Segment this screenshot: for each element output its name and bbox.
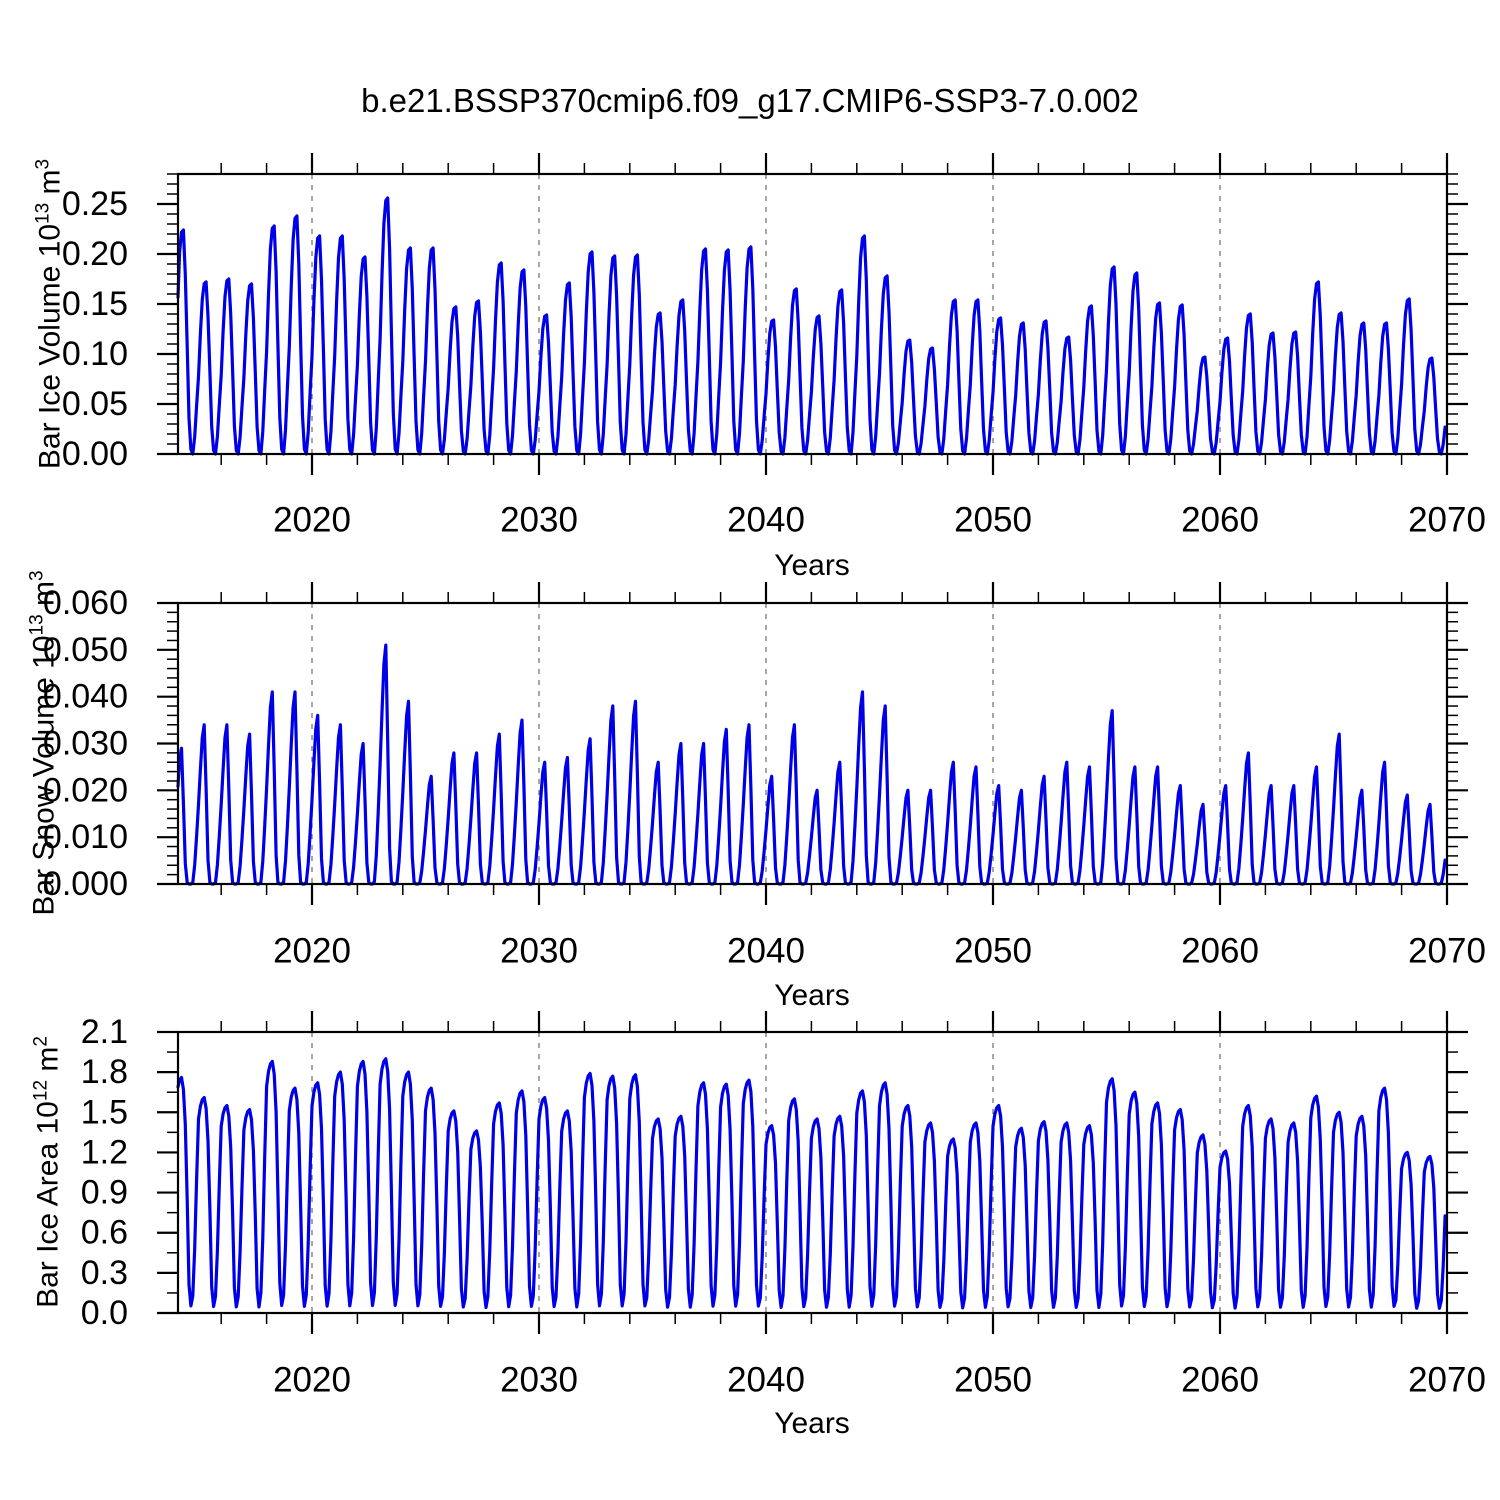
x-tick-label: 2050 bbox=[954, 1361, 1032, 1400]
y-tick-label: 0.3 bbox=[81, 1254, 128, 1292]
y-tick-label: 0.00 bbox=[62, 435, 128, 473]
y-tick-label: 2.1 bbox=[81, 1013, 128, 1051]
x-tick-label: 2040 bbox=[727, 501, 805, 540]
x-tick-label: 2020 bbox=[273, 501, 351, 540]
data-line-bar-snow-volume bbox=[176, 643, 1447, 886]
x-tick-label: 2060 bbox=[1181, 501, 1259, 540]
y-tick-label: 0.040 bbox=[43, 678, 128, 716]
x-tick-label: 2070 bbox=[1408, 1361, 1486, 1400]
y-tick-label: 1.8 bbox=[81, 1053, 128, 1091]
x-tick-label: 2070 bbox=[1408, 932, 1486, 971]
y-tick-label: 0.020 bbox=[43, 771, 128, 809]
y-tick-label: 1.2 bbox=[81, 1133, 128, 1171]
x-tick-label: 2030 bbox=[500, 1361, 578, 1400]
x-tick-label: 2040 bbox=[727, 1361, 805, 1400]
x-tick-label: 2020 bbox=[273, 932, 351, 971]
y-tick-label: 0.05 bbox=[62, 385, 128, 423]
y-tick-label: 0.000 bbox=[43, 865, 128, 903]
y-tick-label: 0.15 bbox=[62, 285, 128, 323]
y-tick-label: 0.030 bbox=[43, 725, 128, 763]
y-tick-label: 0.9 bbox=[81, 1174, 128, 1212]
chart-title: b.e21.BSSP370cmip6.f09_g17.CMIP6-SSP3-7.… bbox=[361, 82, 1139, 119]
y-tick-label: 0.25 bbox=[62, 185, 128, 223]
x-axis-label: Years bbox=[774, 979, 850, 1012]
x-tick-label: 2070 bbox=[1408, 501, 1486, 540]
x-tick-label: 2040 bbox=[727, 932, 805, 971]
y-tick-label: 0.20 bbox=[62, 235, 128, 273]
x-tick-label: 2050 bbox=[954, 932, 1032, 971]
x-tick-label: 2060 bbox=[1181, 1361, 1259, 1400]
y-tick-label: 0.060 bbox=[43, 584, 128, 622]
x-tick-label: 2020 bbox=[273, 1361, 351, 1400]
x-axis-label: Years bbox=[774, 549, 850, 582]
data-line-bar-ice-area bbox=[176, 1057, 1447, 1310]
x-tick-label: 2030 bbox=[500, 932, 578, 971]
y-tick-label: 0.050 bbox=[43, 631, 128, 669]
data-line-bar-ice-volume bbox=[176, 196, 1447, 456]
y-tick-label: 0.10 bbox=[62, 335, 128, 373]
y-tick-label: 0.0 bbox=[81, 1294, 128, 1332]
x-tick-label: 2030 bbox=[500, 501, 578, 540]
y-tick-label: 0.010 bbox=[43, 818, 128, 856]
y-tick-label: 0.6 bbox=[81, 1214, 128, 1252]
x-axis-label: Years bbox=[774, 1407, 850, 1440]
x-tick-label: 2050 bbox=[954, 501, 1032, 540]
x-tick-label: 2060 bbox=[1181, 932, 1259, 971]
y-tick-label: 1.5 bbox=[81, 1093, 128, 1131]
